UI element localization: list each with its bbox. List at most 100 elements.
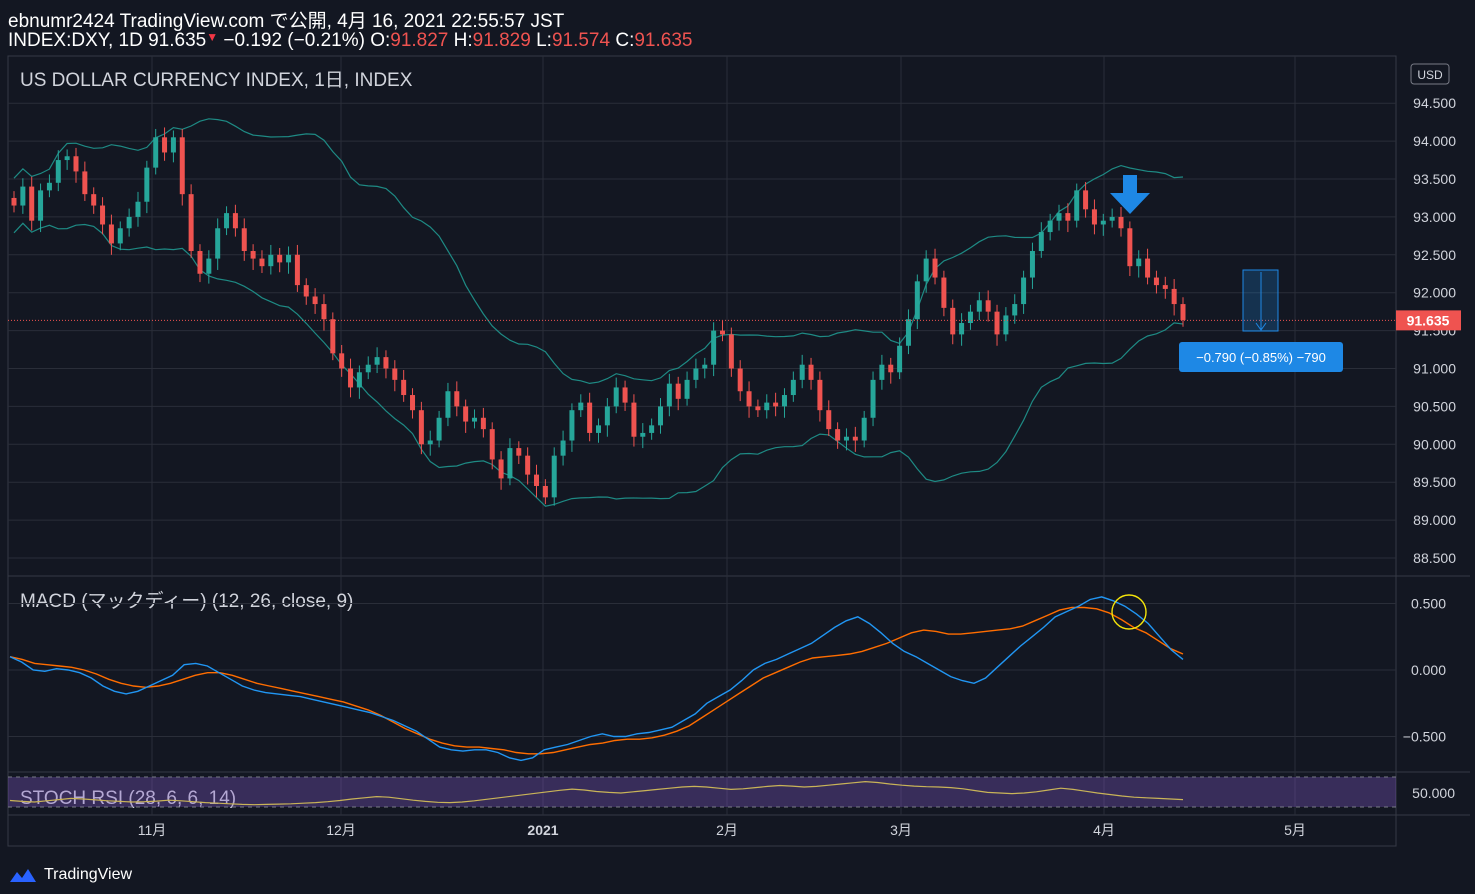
candle-body xyxy=(1038,232,1044,252)
x-tick-label: 5月 xyxy=(1284,822,1306,838)
y-tick-label: 88.500 xyxy=(1413,550,1456,566)
candle-body xyxy=(1153,277,1159,286)
candle-body xyxy=(1145,258,1151,278)
candle-body xyxy=(1180,304,1186,320)
candle-body xyxy=(799,364,805,380)
open-value: 91.827 xyxy=(390,30,449,51)
down-triangle-icon: ▼ xyxy=(206,30,219,44)
candle-body xyxy=(392,368,398,380)
candle-body xyxy=(808,364,814,380)
candle-body xyxy=(38,190,44,221)
candle-body xyxy=(153,137,159,168)
x-tick-label: 11月 xyxy=(138,822,167,838)
candle-body xyxy=(560,440,566,456)
close-value: 91.635 xyxy=(634,30,693,51)
candle-body xyxy=(356,372,362,388)
candle-body xyxy=(870,379,876,418)
candle-body xyxy=(525,455,531,475)
stoch-rsi-title: STOCH RSI (28, 6, 6, 14) xyxy=(20,788,236,809)
candle-body xyxy=(1100,220,1106,225)
candle-body xyxy=(11,197,17,206)
candle-body xyxy=(286,254,292,263)
candle-body xyxy=(445,391,451,418)
bollinger-lower-line xyxy=(13,222,1184,507)
macd-title: MACD (マックディー) (12, 26, close, 9) xyxy=(20,590,353,612)
y-tick-label: 91.000 xyxy=(1413,361,1456,377)
candle-body xyxy=(82,171,88,195)
candle-body xyxy=(817,379,823,411)
candle-body xyxy=(294,254,300,286)
candle-body xyxy=(472,417,478,422)
candle-body xyxy=(436,417,442,441)
candle-body xyxy=(330,319,336,354)
currency-label: USD xyxy=(1417,68,1443,82)
y-tick-label: 92.000 xyxy=(1413,285,1456,301)
candle-body xyxy=(1162,285,1168,289)
candle-body xyxy=(852,436,858,441)
candle-body xyxy=(1136,258,1142,267)
candle-body xyxy=(835,429,841,441)
candle-body xyxy=(1012,304,1018,316)
candle-body xyxy=(100,205,106,225)
candle-body xyxy=(843,436,849,441)
candle-body xyxy=(188,194,194,252)
candle-body xyxy=(941,277,947,308)
candle-body xyxy=(994,311,1000,335)
candle-body xyxy=(73,156,79,172)
candle-body xyxy=(914,281,920,320)
high-value: 91.829 xyxy=(472,30,531,51)
y-tick-label: 94.000 xyxy=(1413,133,1456,149)
candle-body xyxy=(534,474,540,486)
candle-body xyxy=(215,228,221,259)
candle-body xyxy=(1056,213,1062,221)
last-price-label: 91.635 xyxy=(1407,312,1450,328)
candle-body xyxy=(755,406,761,411)
y-tick-label: 94.500 xyxy=(1413,95,1456,111)
x-tick-label: 3月 xyxy=(890,822,912,838)
candle-body xyxy=(1074,190,1080,221)
high-label: H: xyxy=(453,30,473,51)
candle-body xyxy=(631,402,637,437)
open-label: O: xyxy=(370,30,391,51)
candle-body xyxy=(1029,251,1035,278)
currency-badge xyxy=(1410,63,1450,85)
candle-body xyxy=(498,459,504,479)
candle-body xyxy=(507,448,513,479)
macd-signal-line xyxy=(9,606,1184,755)
change-value: −0.192 (−0.21%) xyxy=(223,30,365,51)
candle-body xyxy=(773,402,779,407)
candle-body xyxy=(649,425,655,433)
candle-body xyxy=(410,395,416,411)
candle-body xyxy=(135,201,141,217)
measure-label: −0.790 (−0.85%) −790 xyxy=(1196,350,1326,365)
candle-body xyxy=(339,353,345,369)
y-tick-label: 50.000 xyxy=(1412,785,1455,801)
y-tick-label: 90.500 xyxy=(1413,398,1456,414)
candle-body xyxy=(967,311,973,324)
last-price-badge xyxy=(1396,310,1461,331)
candle-body xyxy=(719,330,725,335)
candle-body xyxy=(569,410,575,441)
tradingview-brand[interactable]: TradingView xyxy=(8,866,132,884)
candle-body xyxy=(418,410,424,445)
candle-body xyxy=(728,334,734,369)
candle-body xyxy=(622,387,628,403)
candle-body xyxy=(888,364,894,373)
candle-body xyxy=(985,300,991,312)
y-tick-label: 93.500 xyxy=(1413,171,1456,187)
y-tick-label: 92.500 xyxy=(1413,247,1456,263)
bollinger-upper-line xyxy=(13,118,1184,385)
candle-body xyxy=(29,186,35,221)
candle-body xyxy=(604,406,610,426)
crossover-circle xyxy=(1111,594,1147,630)
candle-body xyxy=(640,432,646,437)
candle-body xyxy=(1109,216,1115,221)
x-tick-label: 12月 xyxy=(326,822,356,838)
candle-body xyxy=(463,406,469,422)
y-tick-label: 89.000 xyxy=(1413,512,1456,528)
candle-body xyxy=(126,216,132,229)
main-chart-title: US DOLLAR CURRENCY INDEX, 1日, INDEX xyxy=(20,70,413,91)
measure-label-box xyxy=(1179,342,1343,372)
plot-frame xyxy=(7,55,1397,847)
